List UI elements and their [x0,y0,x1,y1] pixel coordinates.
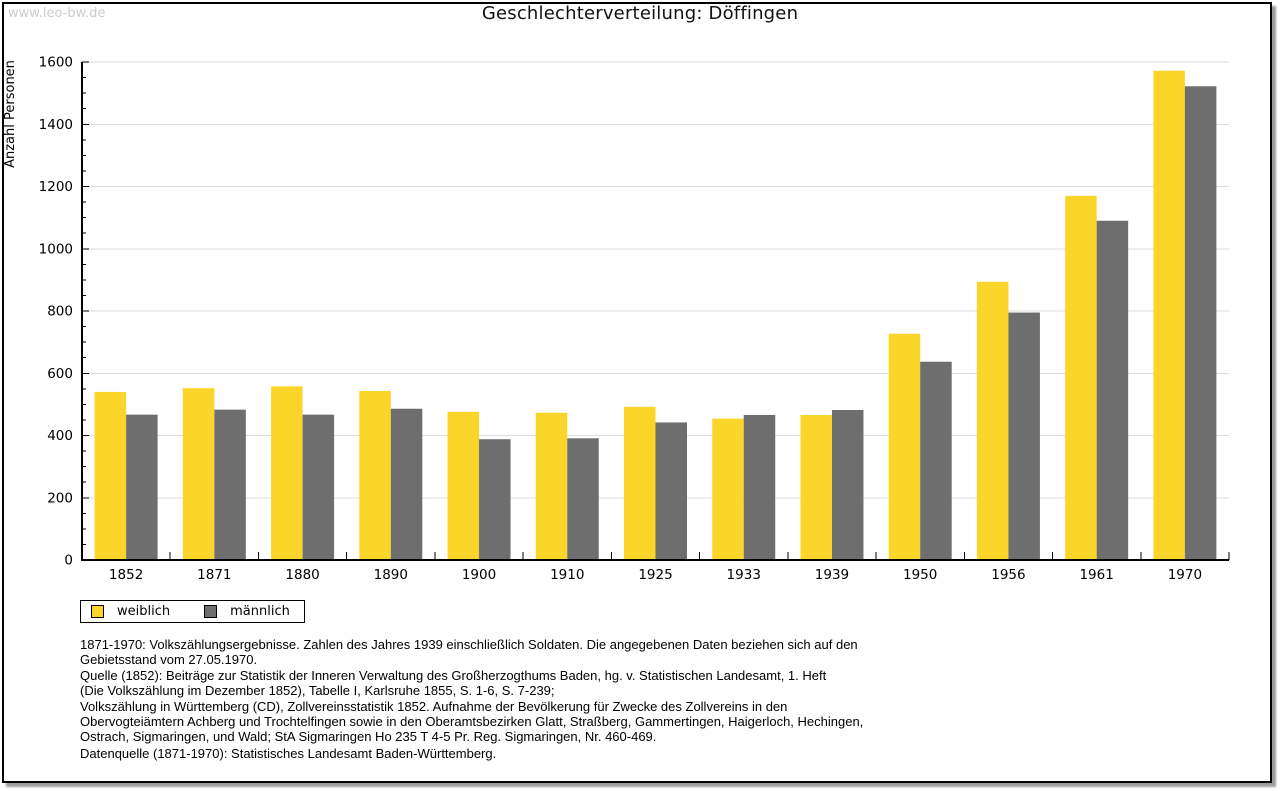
x-tick-label: 1925 [638,567,672,583]
bar-weiblich-1910 [535,412,568,560]
y-tick-label: 1600 [39,55,73,71]
bar-weiblich-1900 [447,411,480,560]
bar-männlich-1950 [920,361,952,560]
bar-männlich-1925 [655,422,687,560]
bar-chart: 0 200 400 600 800 1000 1200 1400 1600 1852 1871 188… [3,55,1230,583]
y-tick-label: 200 [47,490,73,506]
bar-weiblich-1933 [712,418,744,560]
x-tick-label: 1956 [991,567,1025,583]
y-axis-title: Anzahl Personen [3,60,18,168]
y-tick-label: 1200 [39,179,73,195]
x-tick-label: 1910 [550,567,584,583]
bar-männlich-1880 [302,414,335,560]
site-watermark: www.leo-bw.de [8,6,106,21]
bar-weiblich-1925 [624,406,656,560]
bar-männlich-1910 [567,438,599,560]
bar-männlich-1939 [831,409,864,560]
x-tick-label: 1961 [1079,567,1113,583]
y-tick-label: 400 [47,428,73,444]
bar-weiblich-1871 [182,388,215,560]
bar-männlich-1871 [214,409,246,560]
bar-männlich-1890 [390,408,423,560]
bar-männlich-1956 [1008,312,1040,560]
chart-title: Geschlechterverteilung: Döffingen [481,3,799,24]
x-tick-label: 1880 [285,567,319,583]
x-tick-label: 1939 [815,567,849,583]
x-tick-label: 1950 [903,567,937,583]
bar-männlich-1852 [126,414,158,560]
bar-weiblich-1956 [976,281,1009,560]
bar-weiblich-1880 [271,386,303,560]
bar-weiblich-1939 [800,414,832,560]
bar-weiblich-1890 [359,390,391,560]
legend-label-maennlich: männlich [230,604,290,619]
bar-männlich-1961 [1096,220,1129,561]
y-tick-label: 1000 [39,241,73,257]
y-tick-label: 600 [47,366,73,382]
y-tick-label: 0 [64,553,73,569]
y-tick-label: 1400 [39,117,73,133]
bar-weiblich-1961 [1065,195,1097,560]
legend-item-maennlich: männlich [204,604,290,619]
x-tick-label: 1871 [197,567,231,583]
bar-männlich-1970 [1184,86,1217,560]
maennlich-color-swatch [204,605,218,618]
x-tick-label: 1970 [1168,567,1202,583]
x-tick-label: 1890 [374,567,408,583]
y-tick-label: 800 [47,304,73,320]
x-tick-label: 1933 [727,567,761,583]
bar-weiblich-1970 [1153,70,1185,560]
data-source-text: Datenquelle (1871-1970): Statistisches L… [80,746,497,761]
bar-männlich-1933 [743,414,776,560]
bar-weiblich-1950 [888,333,921,560]
bar-männlich-1900 [479,439,511,560]
chart-legend: weiblich männlich [80,600,305,623]
legend-label-weiblich: weiblich [117,604,171,619]
weiblich-color-swatch [91,605,104,618]
legend-item-weiblich: weiblich [91,604,170,619]
footnote-text: 1871-1970: Volkszählungsergebnisse. Zahl… [80,637,864,745]
x-tick-label: 1852 [109,567,143,583]
bar-weiblich-1852 [94,391,127,560]
x-tick-label: 1900 [462,567,496,583]
